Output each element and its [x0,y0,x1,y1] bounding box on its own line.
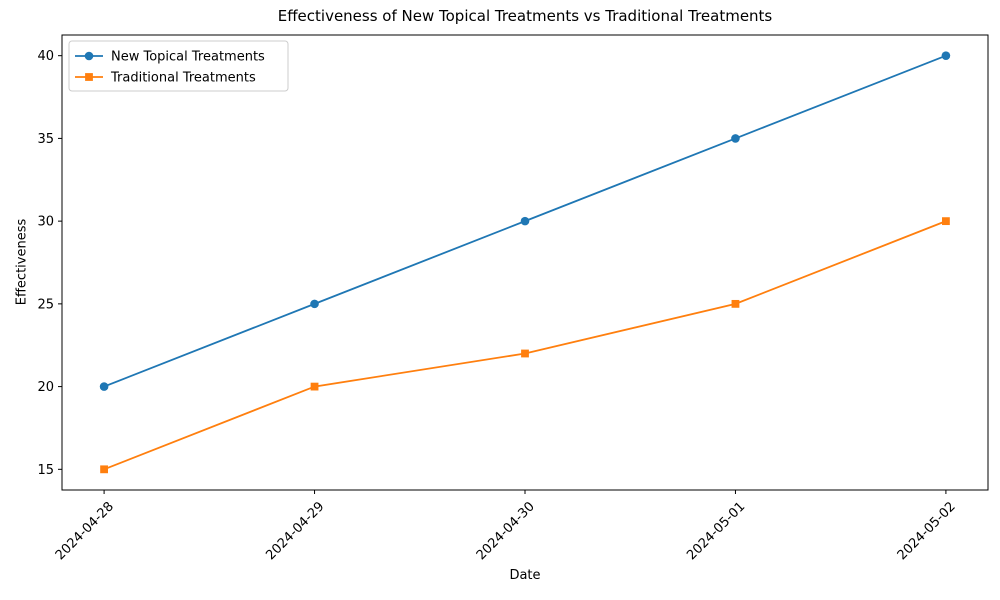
data-point-marker [520,216,530,226]
x-axis-label: Date [509,568,541,583]
y-tick-label: 20 [37,380,54,395]
y-tick-label: 25 [37,297,54,312]
data-point-marker [99,382,109,391]
x-tick-label: 2024-05-01 [684,499,748,563]
y-tick-label: 30 [37,215,54,230]
legend-box [68,40,289,92]
legend-marker [84,51,94,61]
x-tick-label: 2024-04-30 [474,499,538,563]
data-point-marker [310,299,319,309]
data-point-marker [521,349,529,358]
data-point-marker [731,299,740,308]
chart-title: Effectiveness of New Topical Treatments … [277,7,773,25]
y-tick-label: 35 [37,132,54,147]
x-tick-label: 2024-04-29 [263,499,327,563]
series-line [103,220,947,471]
data-point-marker [310,382,319,391]
data-point-marker [941,51,951,60]
legend-marker [85,73,93,81]
legend-label: Traditional Treatments [110,71,256,86]
y-tick-label: 15 [37,463,54,478]
data-point-marker [942,217,950,226]
data-point-marker [731,134,740,143]
plot-border [61,34,989,491]
data-point-marker [100,465,108,474]
x-tick-label: 2024-04-28 [53,499,117,563]
x-tick-label: 2024-05-02 [895,499,959,563]
legend-label: New Topical Treatments [111,50,265,65]
y-tick-label: 40 [37,49,54,64]
